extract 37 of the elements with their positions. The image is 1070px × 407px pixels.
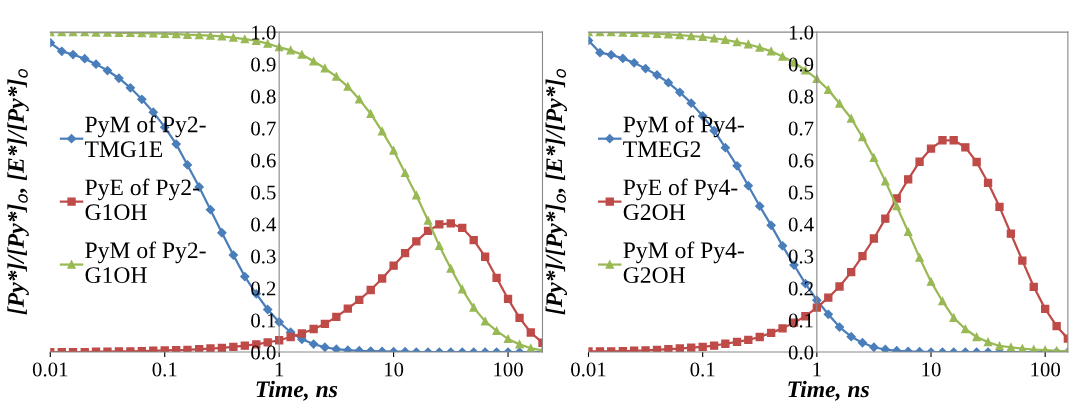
y-tick-label: 0.1 — [788, 313, 813, 328]
y-tick-label: 0.0 — [251, 345, 276, 360]
x-tick-label: 0.01 — [32, 362, 68, 377]
y-tick-label: 0.8 — [251, 89, 276, 104]
y-axis-title: [Py*]/[Py*]$_{o}$, [E*]/[Py*]$_{o}$ — [545, 69, 568, 315]
legend-label: PyM of Py2-G1OH — [85, 241, 206, 284]
y-tick-label: 0.5 — [788, 185, 814, 200]
y-tick-label: 0.4 — [788, 217, 814, 232]
y-tick-label: 0.1 — [251, 313, 276, 328]
y-axis-title: [Py*]/[Py*]$_{o}$, [E*]/[Py*]$_{o}$ — [7, 69, 29, 315]
x-tick-label: 100 — [494, 362, 523, 377]
y-tick-label: 0.9 — [251, 57, 276, 72]
x-tick-label: 0.1 — [690, 362, 715, 377]
y-tick-label: 0.4 — [251, 217, 277, 232]
y-tick-label: 0.6 — [788, 153, 814, 168]
x-tick-label: 10 — [922, 362, 941, 377]
x-axis-title: Time, ns — [256, 380, 338, 401]
y-tick-label: 0.3 — [788, 249, 814, 264]
y-tick-label: 0.5 — [251, 185, 276, 200]
x-tick-label: 10 — [385, 362, 404, 377]
legend-label: PyE of Py4-G2OH — [623, 178, 738, 221]
y-tick-label: 0.7 — [788, 121, 814, 136]
x-tick-label: 0.01 — [571, 362, 606, 377]
y-tick-label: 0.6 — [251, 153, 276, 168]
legend-label: PyM of Py4-G2OH — [623, 241, 744, 284]
x-tick-label: 100 — [1031, 362, 1061, 377]
x-axis-title: Time, ns — [788, 380, 869, 401]
y-tick-label: 0.7 — [251, 121, 276, 136]
y-tick-label: 0.0 — [788, 345, 814, 360]
y-tick-label: 0.3 — [251, 249, 276, 264]
x-tick-label: 1 — [275, 362, 284, 377]
x-tick-label: 0.1 — [152, 362, 177, 377]
legend-label: PyE of Py2-G1OH — [85, 178, 200, 221]
y-tick-label: 0.8 — [788, 89, 814, 104]
y-tick-label: 1.0 — [789, 25, 814, 40]
x-tick-label: 1 — [813, 362, 821, 377]
y-tick-label: 1.0 — [252, 25, 276, 40]
